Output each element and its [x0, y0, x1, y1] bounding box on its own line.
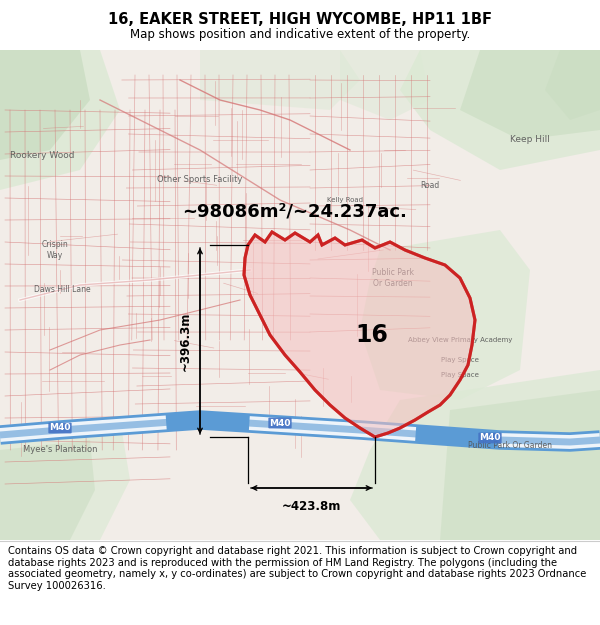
Text: Crispin
Way: Crispin Way	[41, 240, 68, 260]
Polygon shape	[400, 50, 600, 170]
Text: Abbey View Primary Academy: Abbey View Primary Academy	[408, 337, 512, 343]
Text: Public Park
Or Garden: Public Park Or Garden	[372, 268, 414, 288]
Text: ~423.8m: ~423.8m	[282, 500, 341, 513]
Polygon shape	[460, 50, 600, 140]
Text: Map shows position and indicative extent of the property.: Map shows position and indicative extent…	[130, 28, 470, 41]
Text: Play Space: Play Space	[441, 357, 479, 363]
Text: Other Sports Facility: Other Sports Facility	[157, 176, 242, 184]
Text: M40: M40	[269, 419, 291, 428]
Polygon shape	[360, 230, 530, 400]
Polygon shape	[0, 420, 130, 540]
Text: 16: 16	[355, 323, 388, 347]
Text: 16, EAKER STREET, HIGH WYCOMBE, HP11 1BF: 16, EAKER STREET, HIGH WYCOMBE, HP11 1BF	[108, 12, 492, 28]
Text: M40: M40	[49, 424, 71, 432]
Text: Daws Hill Lane: Daws Hill Lane	[34, 286, 91, 294]
Polygon shape	[244, 232, 475, 437]
Polygon shape	[0, 50, 90, 160]
Polygon shape	[0, 50, 120, 190]
Text: Road: Road	[421, 181, 440, 189]
Text: Public Park Or Garden: Public Park Or Garden	[468, 441, 552, 449]
Text: Keep Hill: Keep Hill	[510, 136, 550, 144]
Text: M40: M40	[479, 434, 501, 442]
Polygon shape	[200, 50, 360, 110]
Text: Myee's Plantation: Myee's Plantation	[23, 446, 97, 454]
Polygon shape	[340, 50, 430, 120]
Text: Rookery Wood: Rookery Wood	[10, 151, 74, 159]
Polygon shape	[545, 50, 600, 120]
Polygon shape	[440, 390, 600, 540]
Text: ~98086m²/~24.237ac.: ~98086m²/~24.237ac.	[182, 202, 407, 220]
Polygon shape	[350, 370, 600, 540]
Text: Kelly Road: Kelly Road	[327, 197, 363, 203]
Text: Contains OS data © Crown copyright and database right 2021. This information is : Contains OS data © Crown copyright and d…	[8, 546, 586, 591]
Text: ~396.3m: ~396.3m	[179, 311, 192, 371]
Polygon shape	[0, 440, 95, 540]
Text: Play Space: Play Space	[441, 372, 479, 378]
